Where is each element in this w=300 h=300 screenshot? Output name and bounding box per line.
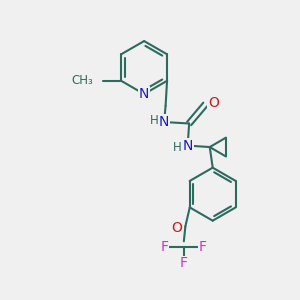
Text: H: H	[149, 114, 158, 127]
Text: F: F	[161, 240, 169, 254]
Text: H: H	[173, 141, 182, 154]
Text: N: N	[182, 139, 193, 153]
Text: N: N	[159, 115, 169, 129]
Text: F: F	[199, 240, 207, 254]
Text: F: F	[180, 256, 188, 270]
Text: N: N	[139, 87, 149, 101]
Text: O: O	[172, 221, 182, 235]
Text: CH₃: CH₃	[71, 74, 93, 87]
Text: O: O	[208, 96, 219, 110]
